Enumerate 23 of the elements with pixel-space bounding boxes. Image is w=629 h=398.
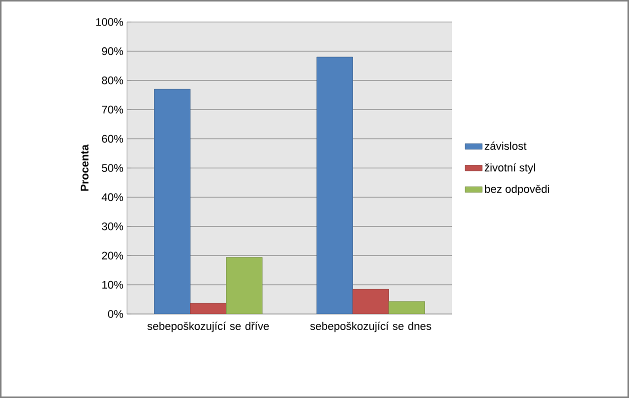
bar xyxy=(388,301,425,314)
y-tick-label: 20% xyxy=(102,252,124,260)
y-tick-label: 10% xyxy=(102,280,124,289)
bar xyxy=(154,88,190,314)
x-tick-label: sebepoškozující se dnes xyxy=(310,322,432,332)
legend-label: životní styl xyxy=(484,163,535,174)
y-tick-label: 40% xyxy=(102,193,124,202)
y-tick-label: 70% xyxy=(102,106,124,114)
y-tick-label: 50% xyxy=(102,164,124,172)
legend-label: bez odpovědi xyxy=(485,184,550,196)
y-tick-label: 30% xyxy=(102,222,124,230)
y-axis-title: Procenta xyxy=(80,144,89,191)
y-tick-label: 100% xyxy=(96,18,124,26)
legend-label: závislost xyxy=(484,142,526,150)
bar xyxy=(226,257,262,314)
bar xyxy=(352,288,389,314)
y-tick-label: 80% xyxy=(102,76,124,84)
bar xyxy=(316,56,353,314)
bar xyxy=(190,303,226,314)
y-tick-label: 0% xyxy=(108,310,124,318)
y-tick-label: 60% xyxy=(102,134,124,143)
y-tick-label: 90% xyxy=(102,47,124,56)
x-tick-label: sebepoškozující se dříve xyxy=(147,322,269,332)
